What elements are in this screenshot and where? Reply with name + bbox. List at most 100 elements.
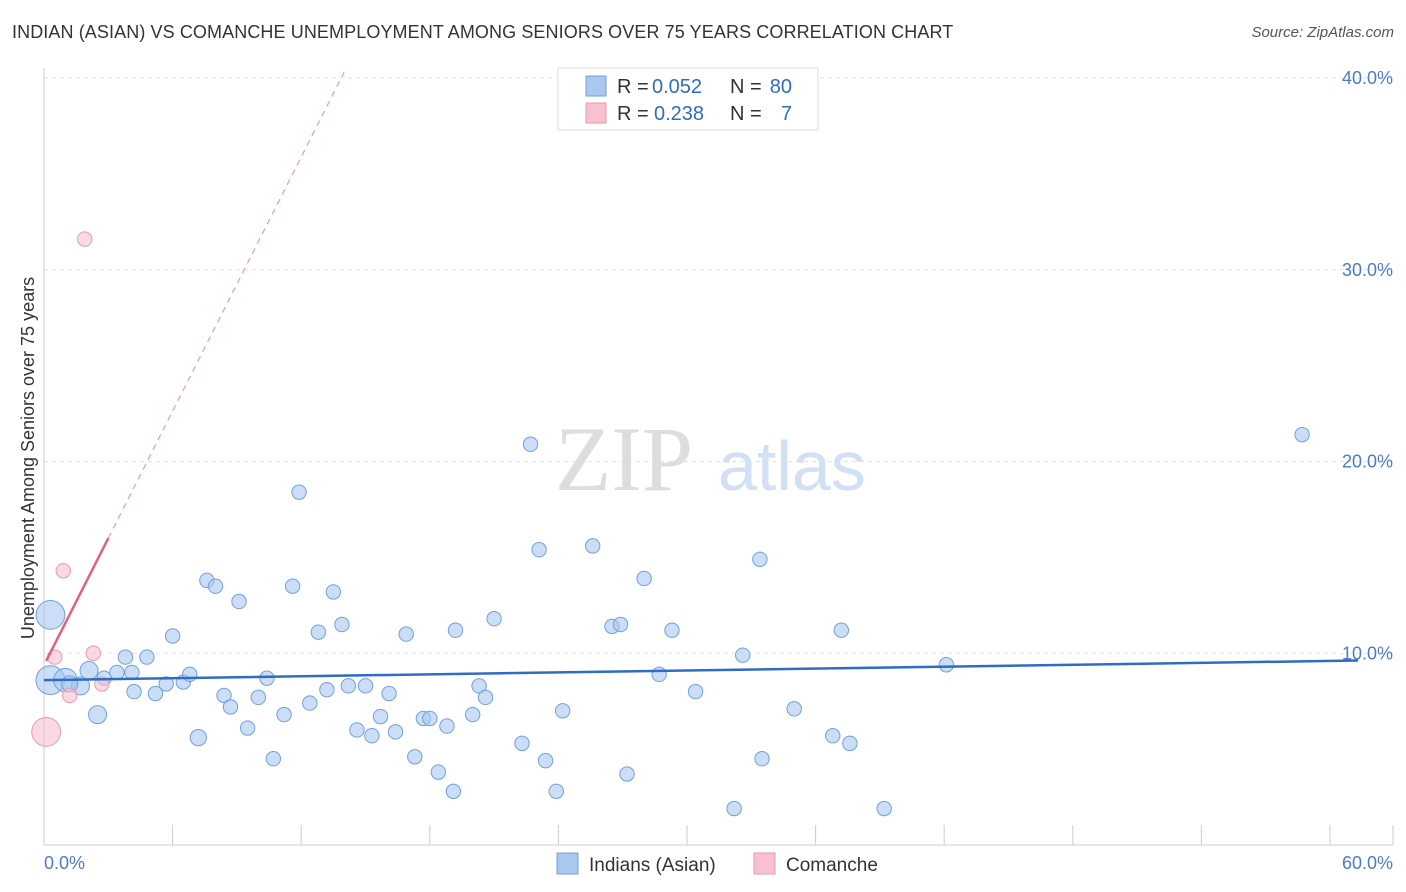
bottom-legend-label-comanche: Comanche — [786, 855, 878, 876]
point-indians-53 — [486, 611, 502, 627]
point-comanche-3 — [62, 687, 78, 704]
point-indians-31 — [310, 624, 327, 640]
point-indians-72 — [786, 701, 802, 717]
trend-lines — [43, 71, 1359, 682]
point-indians-17 — [189, 729, 207, 747]
point-indians-76 — [876, 800, 892, 817]
point-indians-36 — [349, 722, 365, 738]
bottom-legend-label-indians: Indians (Asian) — [589, 855, 716, 876]
point-indians-63 — [619, 766, 635, 782]
legend-r-label-indians: R = — [617, 76, 649, 98]
point-indians-59 — [554, 703, 571, 719]
point-comanche-0 — [31, 716, 62, 747]
point-indians-48 — [445, 783, 462, 800]
y-tick-label-1: 20.0% — [1342, 452, 1393, 472]
legend-n-label-indians: N = — [730, 76, 762, 98]
point-indians-0 — [35, 600, 66, 630]
point-indians-34 — [334, 616, 350, 633]
point-indians-24 — [250, 689, 267, 706]
bottom-legend: Indians (Asian) Comanche — [556, 852, 878, 876]
point-indians-69 — [735, 647, 751, 663]
point-indians-66 — [664, 622, 680, 638]
point-indians-64 — [636, 570, 652, 587]
point-indians-26 — [265, 751, 282, 767]
point-indians-78 — [1294, 426, 1310, 443]
point-indians-21 — [222, 699, 239, 715]
point-indians-43 — [407, 749, 423, 765]
point-indians-49 — [447, 622, 464, 638]
point-indians-33 — [325, 584, 342, 600]
point-indians-5 — [88, 705, 108, 725]
bottom-legend-swatch-indians — [556, 852, 579, 875]
point-indians-70 — [752, 551, 768, 567]
point-indians-46 — [430, 764, 447, 780]
top-legend: R = 0.052 N = 80 R = 0.238 N = 7 — [557, 67, 819, 131]
point-indians-16 — [182, 666, 198, 683]
y-tick-label-3: 40.0% — [1342, 68, 1393, 88]
point-indians-54 — [514, 735, 530, 752]
trend-line-indians — [43, 659, 1359, 682]
watermark-zip: ZIP — [555, 408, 693, 510]
point-indians-45 — [422, 710, 438, 727]
point-indians-19 — [207, 578, 224, 594]
point-indians-37 — [357, 678, 374, 694]
legend-swatch-comanche — [585, 102, 607, 124]
point-indians-62 — [612, 616, 629, 633]
point-comanche-2 — [55, 563, 71, 579]
data-points — [31, 231, 1310, 817]
point-indians-65 — [651, 666, 667, 683]
legend-swatch-indians — [585, 75, 607, 97]
trend-line-comanche — [45, 537, 110, 662]
point-indians-42 — [398, 626, 414, 642]
point-indians-4 — [79, 661, 99, 681]
point-indians-28 — [284, 578, 301, 594]
point-indians-71 — [754, 751, 770, 767]
point-indians-35 — [340, 678, 357, 694]
y-axis-label: Unemployment Among Seniors over 75 years — [18, 277, 38, 639]
point-indians-73 — [825, 728, 841, 744]
point-indians-39 — [372, 708, 389, 725]
point-comanche-4 — [77, 231, 93, 247]
grid-lines — [44, 77, 1393, 654]
point-indians-40 — [381, 685, 397, 702]
point-indians-38 — [364, 728, 380, 744]
point-indians-56 — [531, 542, 547, 558]
legend-r-label-comanche: R = — [617, 103, 649, 125]
watermark: ZIP atlas — [555, 408, 866, 510]
y-tick-label-0: 10.0% — [1342, 643, 1393, 663]
point-indians-12 — [147, 685, 164, 702]
point-indians-47 — [439, 718, 455, 734]
y-tick-label-2: 30.0% — [1342, 260, 1393, 280]
point-indians-32 — [319, 681, 335, 698]
bottom-legend-swatch-comanche — [753, 852, 776, 875]
legend-n-value-comanche: 7 — [781, 103, 792, 125]
point-indians-8 — [117, 649, 134, 665]
point-indians-58 — [548, 783, 564, 800]
point-indians-52 — [477, 689, 494, 706]
point-indians-68 — [726, 800, 742, 817]
point-indians-13 — [158, 676, 174, 692]
chart-title: INDIAN (ASIAN) VS COMANCHE UNEMPLOYMENT … — [12, 22, 954, 42]
point-indians-41 — [387, 724, 404, 740]
point-indians-7 — [109, 664, 125, 681]
point-indians-50 — [464, 706, 481, 723]
point-indians-67 — [687, 683, 704, 700]
legend-n-value-indians: 80 — [770, 76, 792, 98]
point-indians-14 — [164, 628, 181, 644]
point-indians-23 — [239, 720, 256, 736]
point-indians-75 — [842, 735, 858, 752]
point-indians-60 — [584, 538, 601, 554]
point-indians-77 — [938, 657, 955, 673]
axes — [43, 68, 1394, 846]
point-indians-55 — [522, 436, 539, 452]
point-indians-10 — [126, 683, 142, 700]
point-indians-20 — [216, 687, 232, 704]
point-indians-22 — [231, 593, 247, 610]
x-tick-label-max: 60.0% — [1342, 853, 1393, 873]
point-comanche-5 — [85, 645, 101, 661]
point-indians-74 — [833, 622, 850, 638]
point-indians-30 — [302, 695, 318, 711]
point-indians-25 — [259, 670, 275, 686]
point-indians-29 — [291, 484, 307, 500]
